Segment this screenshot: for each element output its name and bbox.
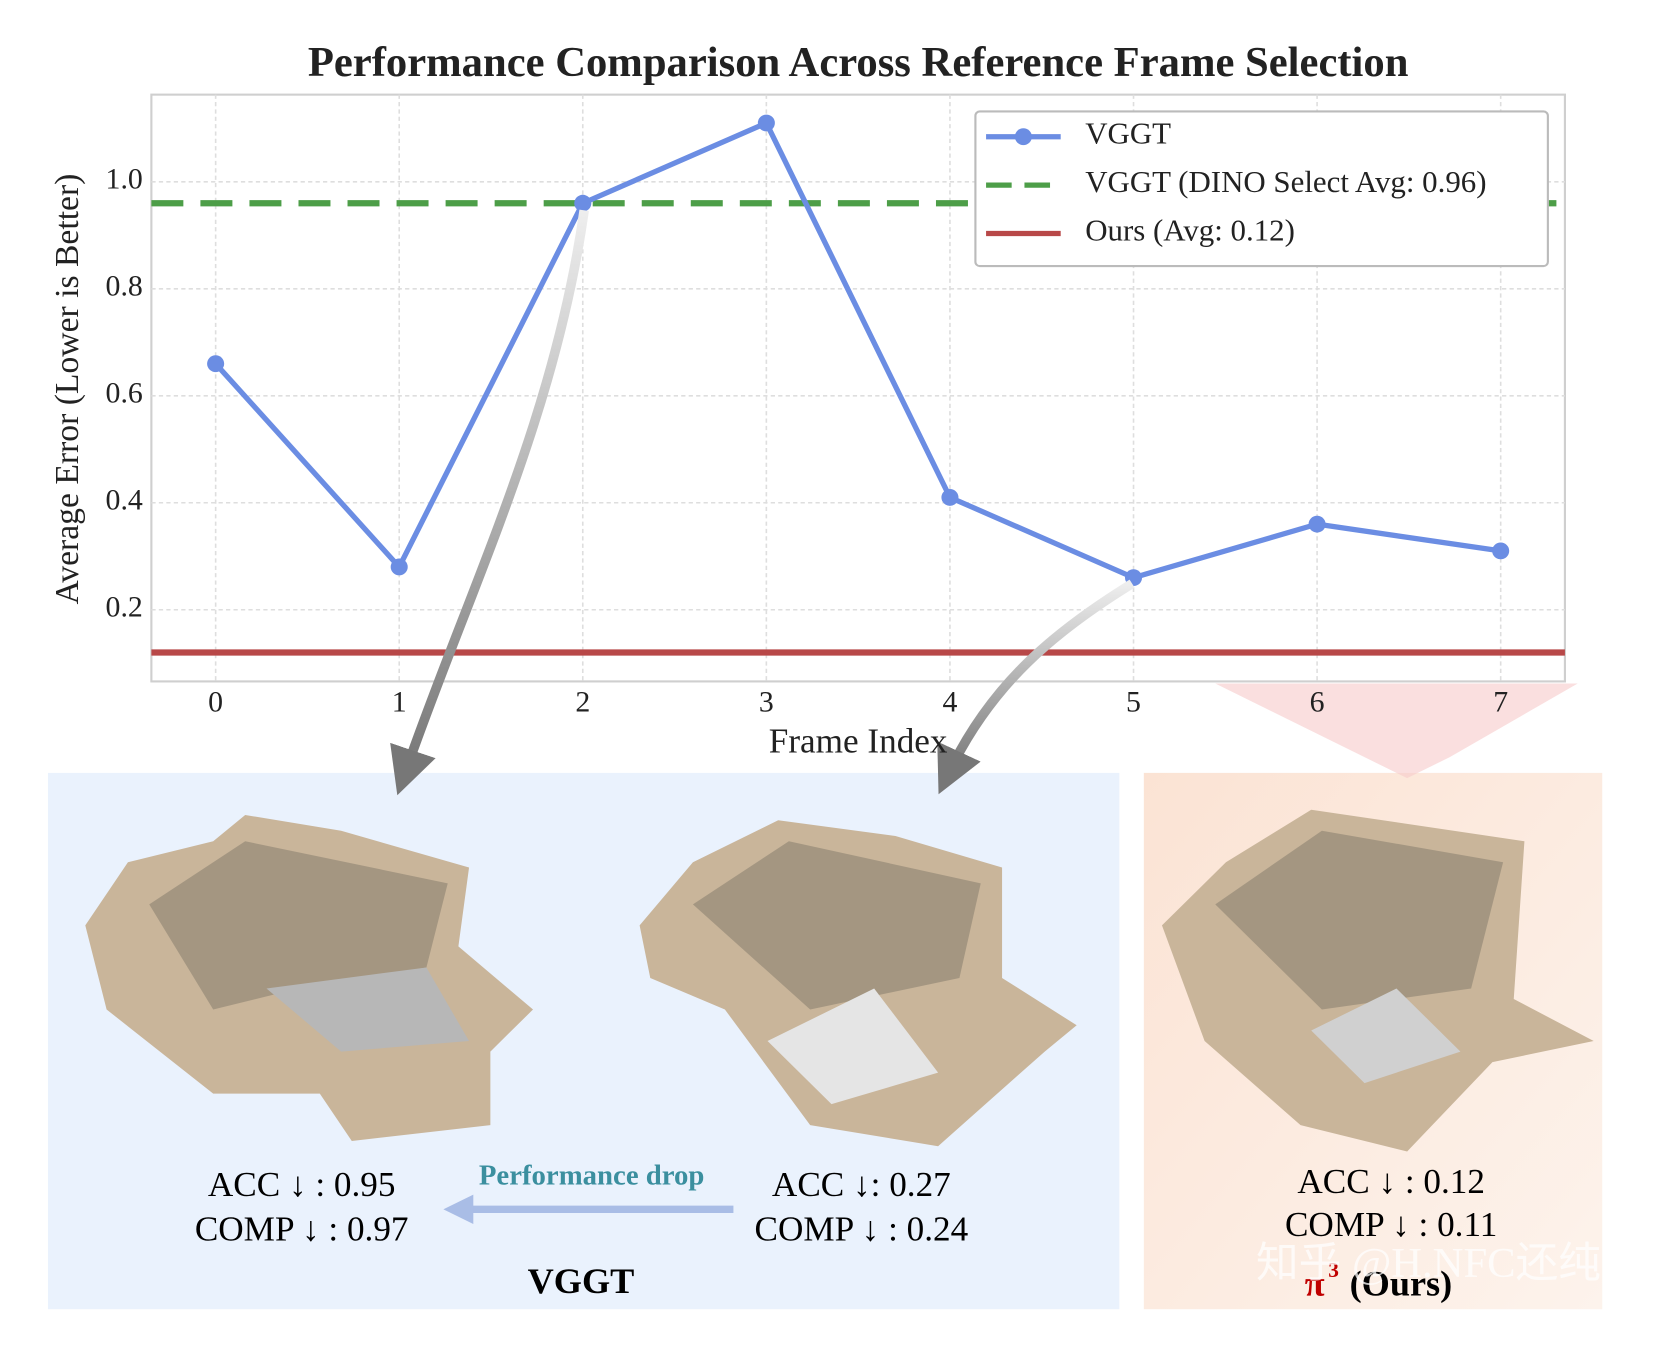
point	[757, 114, 775, 132]
x-tick-label: 6	[1310, 686, 1325, 718]
x-tick-label: 5	[1126, 686, 1141, 718]
acc-label: ACC ↓ : 0.95	[208, 1165, 396, 1204]
y-axis-label: Average Error (Lower is Better)	[49, 174, 86, 605]
series-line	[213, 120, 1502, 581]
comp-label: COMP ↓ : 0.24	[754, 1210, 968, 1249]
x-tick-label: 3	[759, 686, 774, 718]
pink-arrow	[1215, 683, 1578, 779]
legend-marker	[1014, 128, 1032, 146]
x-axis-label: Frame Index	[769, 722, 948, 761]
y-tick-label: 1.0	[106, 164, 143, 196]
arrow	[390, 209, 589, 796]
group-label: VGGT	[528, 1261, 635, 1301]
legend-label: VGGT	[1085, 117, 1171, 151]
y-tick-label: 0.2	[106, 592, 143, 624]
legend-label: Ours (Avg: 0.12)	[1085, 214, 1295, 248]
legend	[974, 110, 1549, 268]
comp-label: COMP ↓ : 0.97	[195, 1210, 409, 1249]
pi-superscript: 3	[1328, 1258, 1339, 1282]
reconstruction-left	[85, 814, 534, 1141]
comp-label: COMP ↓ : 0.11	[1285, 1205, 1497, 1244]
x-tick-label: 4	[942, 686, 957, 718]
point	[390, 558, 408, 576]
ours-label: (Ours)	[1350, 1264, 1453, 1304]
point	[1308, 515, 1326, 533]
watermark: 知乎 @H.NFC还纯	[1256, 1240, 1601, 1287]
acc-label: ACC ↓ : 0.12	[1297, 1162, 1485, 1201]
point	[941, 488, 959, 506]
pi-symbol: π	[1305, 1264, 1325, 1304]
reconstruction-right	[1161, 809, 1594, 1152]
chart-title: Performance Comparison Across Reference …	[308, 39, 1409, 86]
arrow	[937, 579, 1135, 795]
legend-label: VGGT (DINO Select Avg: 0.96)	[1085, 165, 1486, 199]
drop-label: Performance drop	[479, 1160, 705, 1191]
x-tick-label: 1	[392, 686, 407, 718]
point	[1492, 542, 1510, 560]
acc-label: ACC ↓: 0.27	[772, 1165, 951, 1204]
y-tick-label: 0.6	[106, 378, 143, 410]
y-tick-label: 0.8	[106, 271, 143, 303]
x-tick-label: 7	[1493, 686, 1508, 718]
x-tick-label: 2	[575, 686, 590, 718]
reconstruction-middle	[639, 820, 1077, 1147]
y-tick-label: 0.4	[106, 485, 143, 517]
x-tick-label: 0	[208, 686, 223, 718]
point	[207, 355, 225, 373]
point	[574, 194, 592, 212]
